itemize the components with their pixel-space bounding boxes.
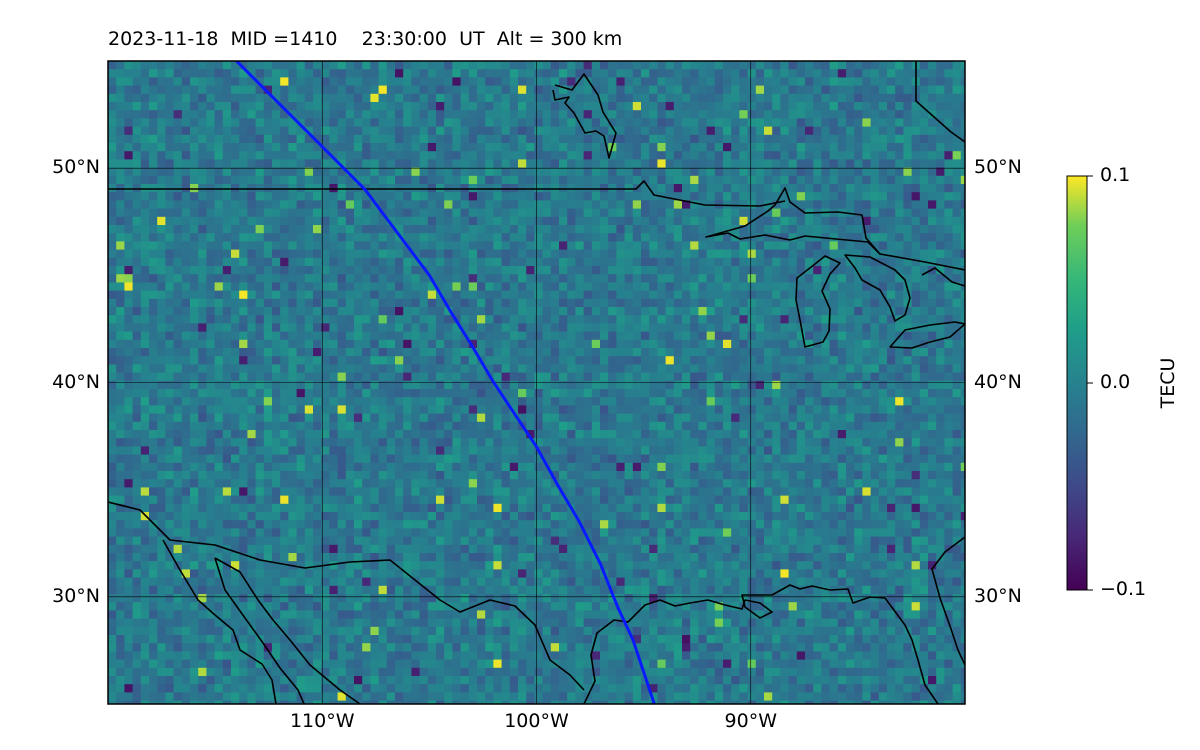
gulf-coast [583,584,939,704]
lat-label-left: 30°N [52,584,100,607]
map-title: 2023-11-18 MID =1410 23:30:00 UT Alt = 3… [108,28,622,50]
lon-label: 90°W [724,710,777,732]
title-mid: MID =1410 [230,28,338,50]
eastern-border [879,253,965,271]
lon-label: 110°W [289,710,355,732]
title-time-unit: UT [459,28,485,50]
baja-coast [162,539,277,704]
graticule [108,61,965,704]
us-canada-border [108,180,786,207]
colorbar-tick-label: −0.1 [1100,578,1147,600]
map-frame [107,60,966,705]
labrador-coast [915,61,965,143]
coastlines-and-borders [108,61,965,704]
lon-label: 100°W [504,710,569,732]
satellite-ground-track [235,61,656,704]
title-time: 23:30:00 [361,28,447,50]
lat-label-left: 40°N [52,370,100,393]
lat-label-right: 50°N [974,156,1022,179]
colorbar-tick-label: 0.0 [1100,371,1131,393]
title-altitude: Alt = 300 km [496,28,623,50]
lat-label-right: 30°N [974,584,1022,607]
gulf-of-california-coast [214,557,361,704]
colorbar [1067,176,1087,590]
ontario-shore [921,267,965,287]
title-date: 2023-11-18 [108,28,219,50]
atlantic-coast [931,536,965,666]
lat-label-right: 40°N [974,370,1022,393]
us-mexico-border [108,501,585,691]
hudson-bay-coast [552,73,617,159]
colorbar-title: TECU [1157,357,1179,409]
lake-superior [705,187,881,255]
lake-erie [889,321,965,349]
tec-perturbation-field [108,61,965,704]
lake-huron [844,254,911,322]
mexico-mainland-coast [214,557,305,704]
lake-michigan [795,255,841,348]
lat-label-left: 50°N [52,156,100,179]
colorbar-ticks [1087,175,1093,591]
colorbar-tick-label: 0.1 [1100,164,1131,186]
